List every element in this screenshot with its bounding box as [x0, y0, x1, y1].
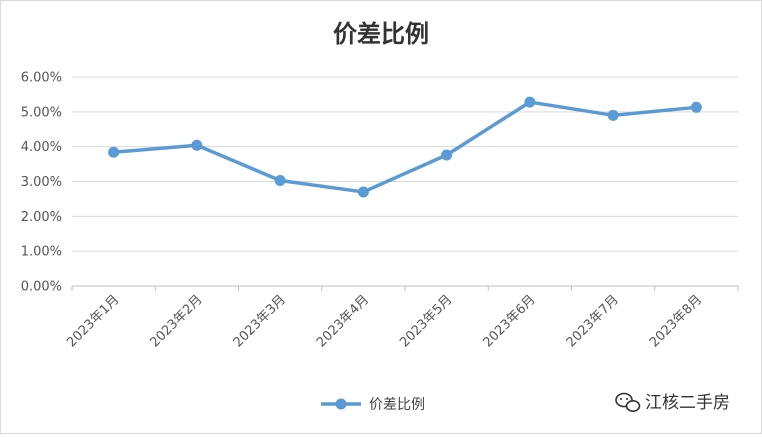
- y-tick-label: 1.00%: [21, 245, 62, 260]
- series-line-path: [111, 100, 699, 194]
- data-point: [108, 146, 120, 158]
- y-tick-label: 2.00%: [21, 210, 62, 225]
- y-tick-label: 0.00%: [21, 280, 62, 295]
- legend-label: 价差比例: [369, 397, 425, 413]
- y-tick-label: 3.00%: [21, 175, 62, 190]
- data-point: [690, 101, 702, 113]
- y-tick-label: 4.00%: [21, 140, 62, 155]
- data-point: [274, 174, 286, 186]
- chart-title: 价差比例: [333, 19, 429, 48]
- series-line: [108, 96, 702, 198]
- y-tick-label: 5.00%: [21, 105, 62, 120]
- legend-marker: [335, 398, 347, 410]
- data-point: [524, 96, 536, 108]
- data-point: [357, 186, 369, 198]
- legend: 价差比例: [321, 397, 425, 413]
- wechat-icon: [615, 392, 641, 412]
- data-point: [607, 109, 619, 121]
- watermark-text: 江核二手房: [645, 393, 730, 413]
- y-tick-label: 6.00%: [21, 71, 62, 86]
- y-axis-tick-labels: 0.00% 1.00% 2.00% 3.00% 4.00% 5.00% 6.00%: [21, 71, 62, 295]
- watermark: 江核二手房: [615, 392, 730, 413]
- data-point: [441, 149, 453, 161]
- data-point: [191, 139, 203, 151]
